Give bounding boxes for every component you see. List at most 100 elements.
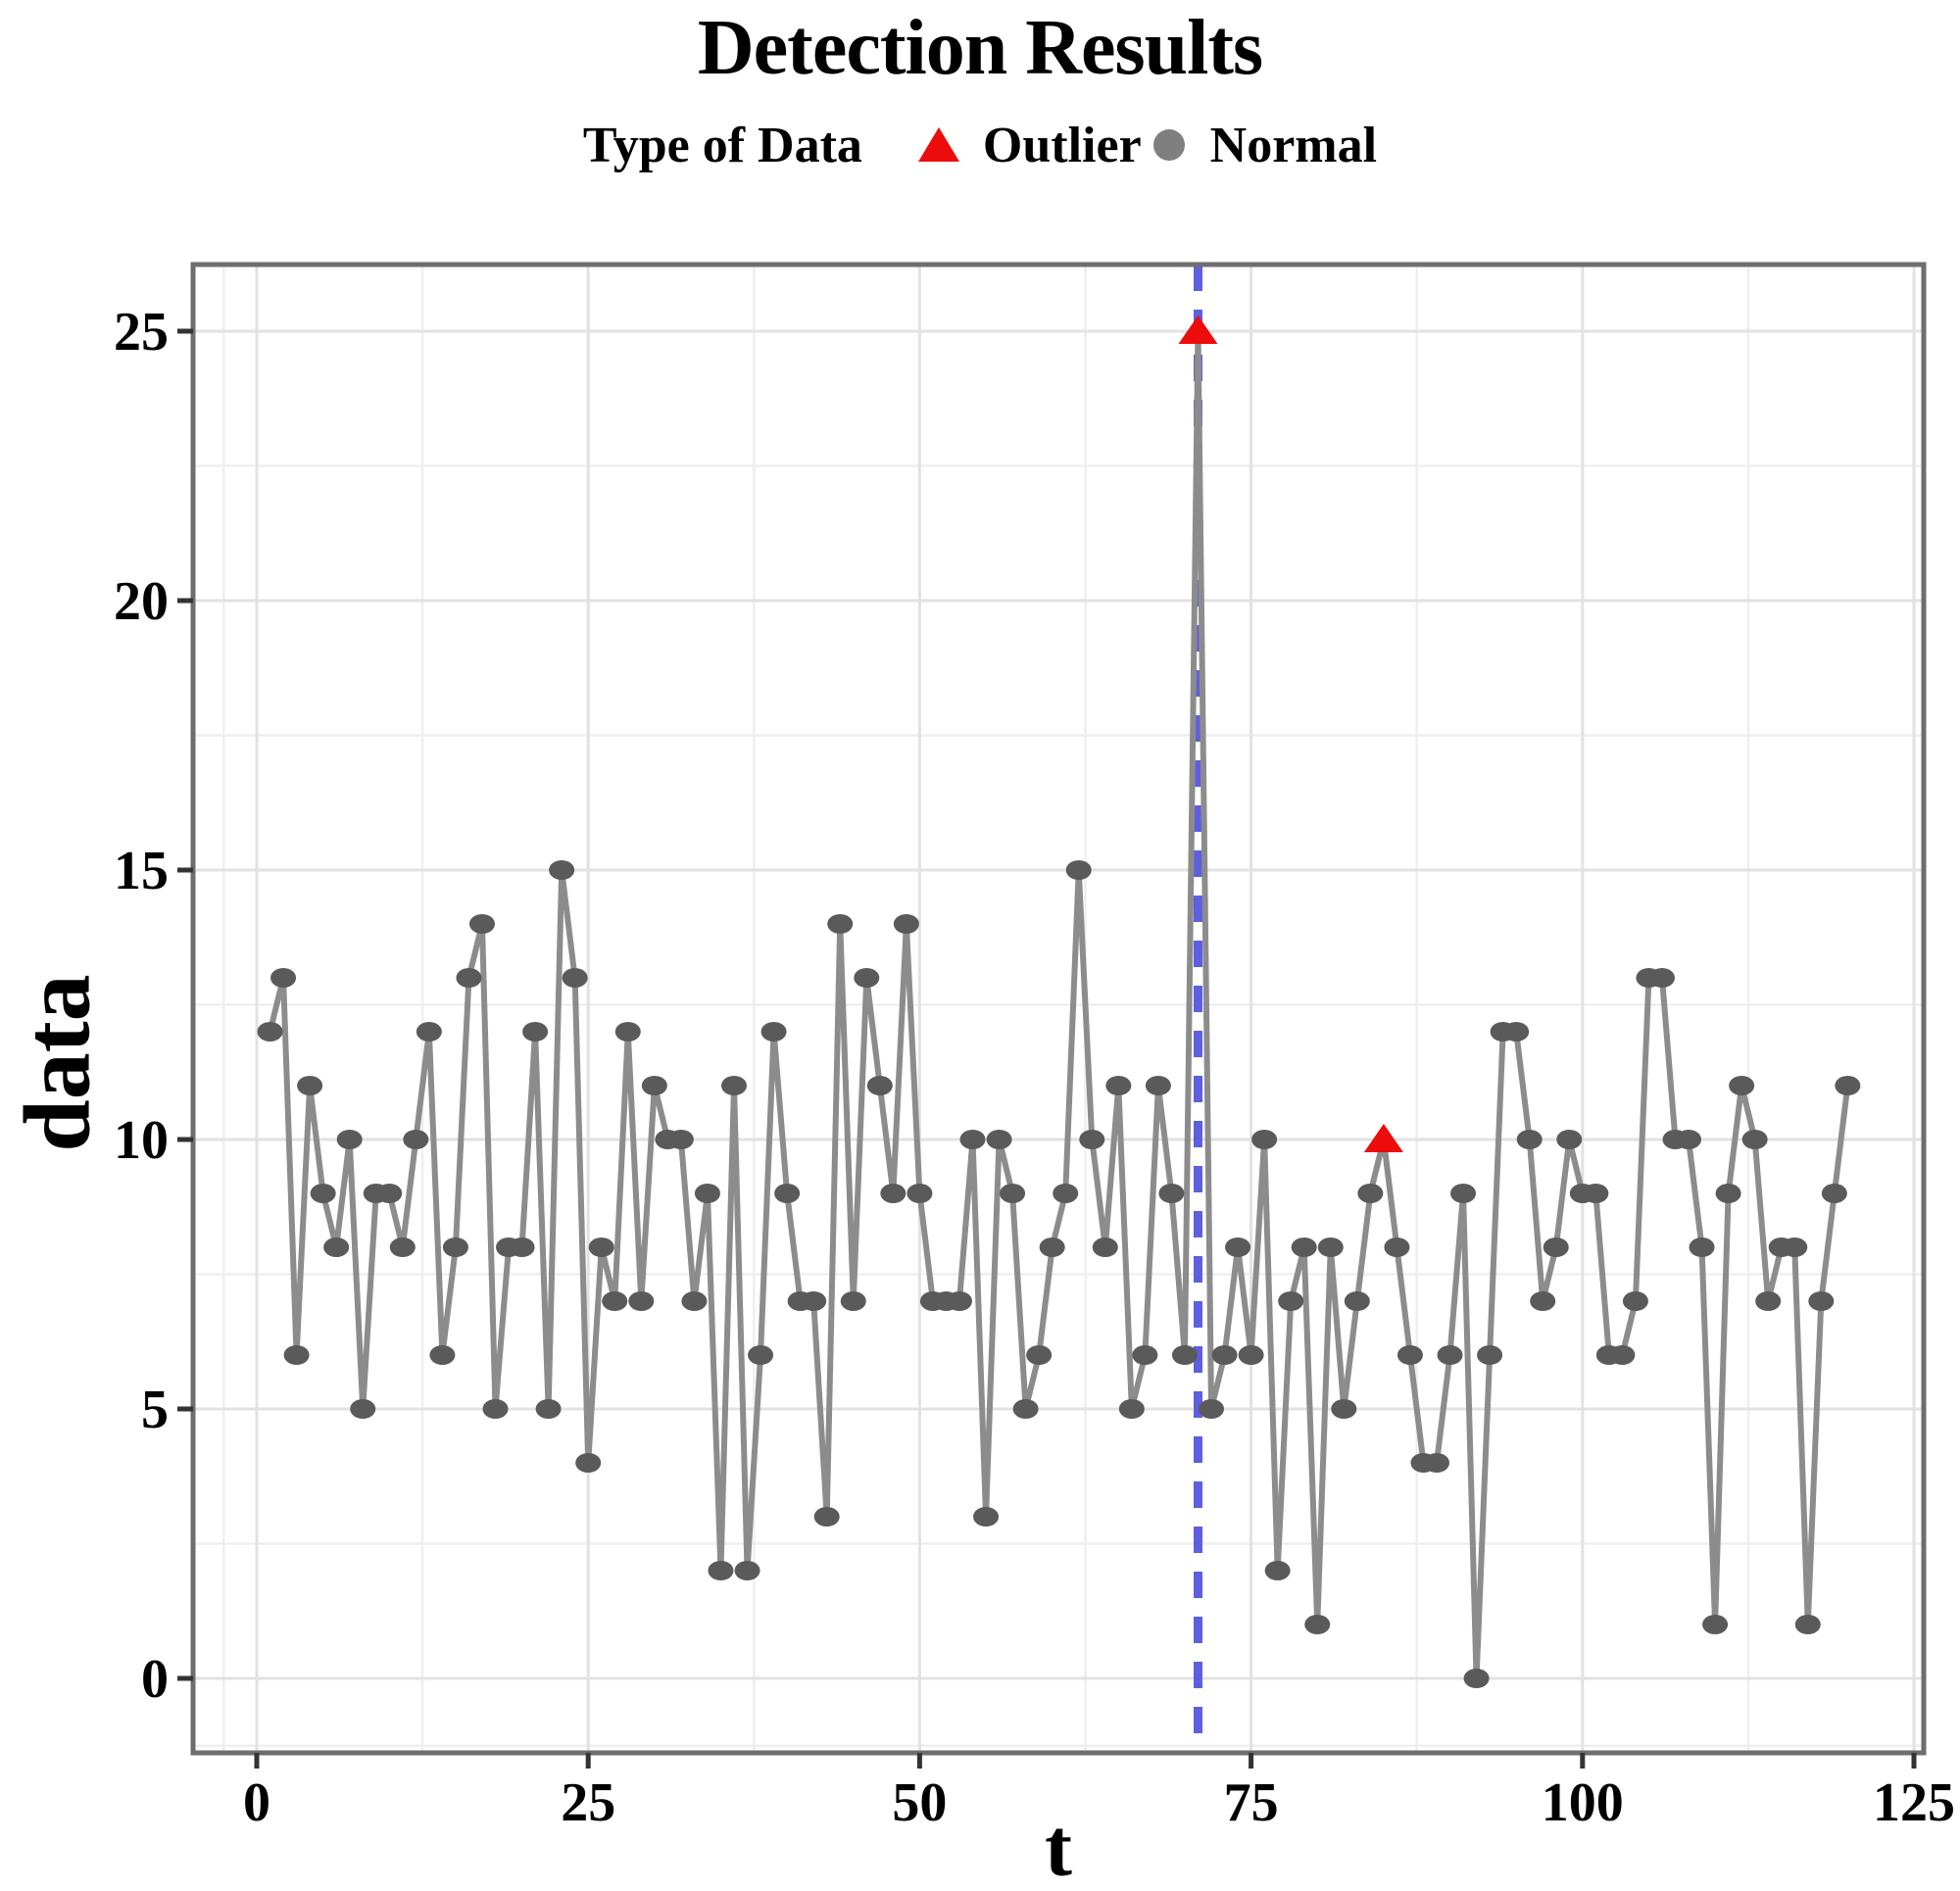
data-point-normal <box>482 1399 509 1419</box>
data-point-normal <box>721 1076 748 1095</box>
data-point-normal <box>1251 1130 1278 1149</box>
data-point-normal <box>1689 1237 1715 1257</box>
data-point-normal <box>681 1291 708 1311</box>
data-point-normal <box>1145 1076 1171 1095</box>
data-point-normal <box>641 1076 667 1095</box>
data-point-normal <box>350 1399 376 1419</box>
normal-dot-icon <box>1152 127 1187 163</box>
plot-border <box>190 262 1927 1756</box>
data-point-normal <box>1079 1130 1105 1149</box>
data-point-normal <box>1344 1291 1370 1311</box>
data-point-normal <box>1291 1237 1317 1257</box>
data-point-normal <box>1556 1130 1583 1149</box>
data-point-normal <box>270 968 297 988</box>
data-point-normal <box>708 1561 734 1580</box>
data-point-normal <box>1357 1184 1384 1203</box>
y-tick-label: 20 <box>114 571 169 632</box>
data-point-normal <box>602 1291 628 1311</box>
data-point-normal <box>1118 1399 1145 1419</box>
data-point-normal <box>1821 1184 1847 1203</box>
data-point-normal <box>310 1184 336 1203</box>
data-point-normal <box>1530 1291 1556 1311</box>
data-point-normal <box>1622 1291 1648 1311</box>
data-point-normal <box>1039 1237 1065 1257</box>
data-point-normal <box>575 1453 602 1473</box>
data-point-normal <box>1238 1345 1264 1365</box>
data-point-normal <box>1543 1237 1569 1257</box>
data-point-normal <box>1026 1345 1053 1365</box>
data-point-normal <box>389 1237 416 1257</box>
data-point-normal <box>1396 1345 1423 1365</box>
data-point-normal <box>1609 1345 1636 1365</box>
data-point-normal <box>283 1345 310 1365</box>
y-tick-label: 5 <box>141 1380 169 1440</box>
data-point-normal <box>468 914 495 934</box>
data-point-normal <box>880 1184 906 1203</box>
data-point-normal <box>442 1237 468 1257</box>
data-point-normal <box>959 1130 986 1149</box>
legend-item-outlier: Outlier <box>982 117 1142 173</box>
data-point-normal <box>1199 1399 1225 1419</box>
data-point-normal <box>588 1237 614 1257</box>
x-tick-label: 50 <box>892 1772 947 1833</box>
data-point-normal <box>1715 1184 1741 1203</box>
y-tick-label: 15 <box>114 841 169 901</box>
data-point-normal <box>562 968 588 988</box>
data-point-normal <box>1463 1669 1490 1688</box>
x-tick-label: 0 <box>243 1772 270 1833</box>
data-point-normal <box>1648 968 1675 988</box>
data-point-normal <box>986 1130 1012 1149</box>
data-point-normal <box>1450 1184 1477 1203</box>
data-point-normal <box>323 1237 350 1257</box>
data-point-normal <box>1158 1184 1185 1203</box>
data-point-normal <box>1702 1615 1729 1634</box>
data-point-normal <box>1729 1076 1755 1095</box>
legend-item-normal: Normal <box>1209 117 1378 173</box>
data-point-normal <box>1105 1076 1132 1095</box>
data-point-normal <box>1065 860 1092 880</box>
data-point-normal <box>1317 1237 1344 1257</box>
data-point-normal <box>549 860 575 880</box>
y-tick-label: 10 <box>114 1110 169 1171</box>
data-point-normal <box>614 1022 641 1042</box>
data-point-normal <box>1053 1184 1079 1203</box>
data-point-normal <box>403 1130 429 1149</box>
y-tick-label: 25 <box>114 302 169 363</box>
data-point-normal <box>734 1561 760 1580</box>
data-point-normal <box>694 1184 720 1203</box>
data-point-normal <box>509 1237 535 1257</box>
data-point-normal <box>801 1291 827 1311</box>
data-point-normal <box>1304 1615 1331 1634</box>
data-point-normal <box>1835 1076 1861 1095</box>
x-tick-label: 25 <box>561 1772 615 1833</box>
data-point-normal <box>1583 1184 1609 1203</box>
data-point-normal <box>1264 1561 1291 1580</box>
data-point-normal <box>1000 1184 1026 1203</box>
y-axis-label: data <box>4 974 110 1152</box>
data-point-normal <box>813 1507 840 1527</box>
data-point-normal <box>1755 1291 1782 1311</box>
data-point-normal <box>1741 1130 1768 1149</box>
legend-title: Type of Data <box>582 117 862 173</box>
data-point-normal <box>1278 1291 1304 1311</box>
data-point-normal <box>1794 1615 1821 1634</box>
data-point-normal <box>1384 1237 1410 1257</box>
data-point-normal <box>774 1184 801 1203</box>
data-point-normal <box>522 1022 549 1042</box>
data-point-normal <box>854 968 880 988</box>
data-point-normal <box>667 1130 694 1149</box>
data-point-normal <box>1437 1345 1463 1365</box>
data-point-normal <box>1503 1022 1530 1042</box>
data-point-normal <box>893 914 919 934</box>
data-point-normal <box>336 1130 363 1149</box>
data-point-normal <box>866 1076 893 1095</box>
data-point-normal <box>1331 1399 1357 1419</box>
data-point-normal <box>1092 1237 1118 1257</box>
x-tick-label: 75 <box>1224 1772 1279 1833</box>
data-point-normal <box>376 1184 403 1203</box>
data-point-normal <box>535 1399 562 1419</box>
data-point-normal <box>1516 1130 1543 1149</box>
data-point-normal <box>906 1184 933 1203</box>
y-tick-label: 0 <box>141 1649 169 1710</box>
